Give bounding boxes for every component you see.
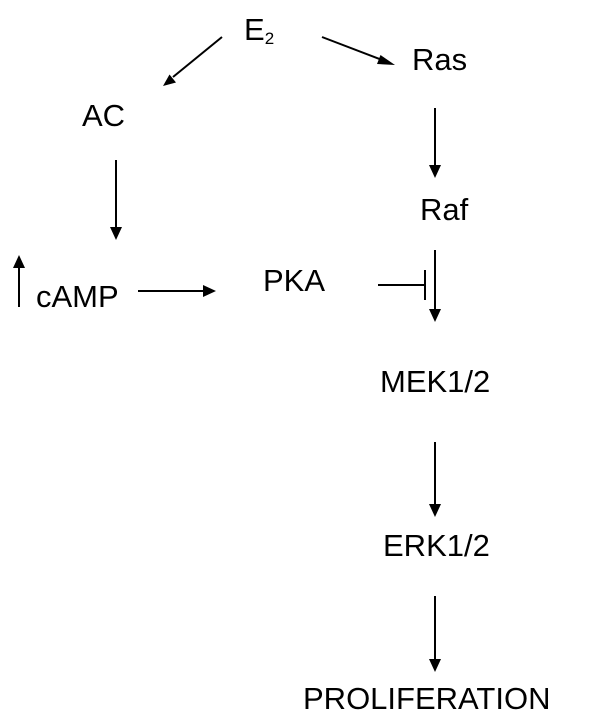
- edge-ras-to-raf: [429, 108, 441, 178]
- node-e2-main: E: [244, 12, 265, 47]
- node-mek: MEK1/2: [380, 364, 490, 399]
- edge-raf-to-mek: [429, 250, 441, 322]
- node-proliferation: PROLIFERATION: [303, 681, 550, 716]
- edge-erk-to-proliferation: [429, 596, 441, 672]
- edge-e2-to-ac: [163, 36, 223, 86]
- edge-camp-to-pka: [138, 285, 216, 297]
- node-erk: ERK1/2: [383, 528, 490, 563]
- edge-e2-to-ras: [321, 36, 395, 65]
- edge-mek-to-erk: [429, 442, 441, 517]
- node-camp: cAMP: [36, 279, 119, 314]
- node-ras: Ras: [412, 42, 467, 77]
- edge-pka-inhibits-raf-mek: [378, 270, 426, 300]
- node-e2: E2: [244, 12, 274, 48]
- node-raf: Raf: [420, 192, 469, 227]
- edge-ac-to-camp: [110, 160, 122, 240]
- node-pka: PKA: [263, 263, 325, 298]
- node-e2-subscript: 2: [265, 29, 274, 48]
- increase-arrow-icon: [13, 255, 25, 307]
- node-ac: AC: [82, 98, 125, 133]
